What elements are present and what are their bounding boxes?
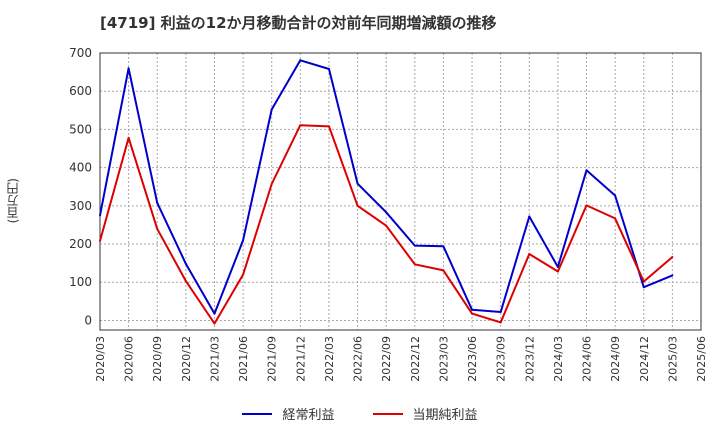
data-point-0-1 xyxy=(127,67,130,70)
x-tick-label: 2024/12 xyxy=(638,336,651,382)
data-point-1-3 xyxy=(184,280,187,283)
data-point-0-5 xyxy=(242,239,245,242)
series-lines xyxy=(99,59,674,325)
legend-item-ordinary-profit: 経常利益 xyxy=(242,404,335,423)
data-point-1-18 xyxy=(614,217,617,220)
y-tick-label: 200 xyxy=(69,237,92,251)
legend-swatch-net-income xyxy=(372,412,403,415)
data-point-1-13 xyxy=(471,312,474,315)
x-tick-label: 2020/12 xyxy=(180,336,193,382)
x-tick-label: 2025/03 xyxy=(666,336,679,382)
data-point-0-6 xyxy=(270,108,273,111)
data-point-0-0 xyxy=(99,214,101,217)
data-point-1-20 xyxy=(671,256,674,259)
data-point-1-11 xyxy=(413,263,416,266)
x-tick-label: 2024/03 xyxy=(552,336,565,382)
data-point-0-17 xyxy=(585,169,588,172)
data-point-0-13 xyxy=(471,308,474,311)
x-tick-label: 2022/12 xyxy=(409,336,422,382)
data-point-0-11 xyxy=(413,244,416,247)
x-tick-label: 2022/09 xyxy=(380,336,393,382)
x-tick-label: 2023/06 xyxy=(466,336,479,382)
data-point-1-5 xyxy=(242,273,245,276)
data-point-1-12 xyxy=(442,269,445,272)
data-point-0-4 xyxy=(213,312,216,315)
plot-frame xyxy=(99,52,702,331)
data-point-0-7 xyxy=(299,59,302,62)
y-tick-label: 300 xyxy=(69,199,92,213)
data-point-1-6 xyxy=(270,183,273,186)
data-point-0-2 xyxy=(156,201,159,204)
data-point-0-16 xyxy=(556,265,559,268)
data-point-1-19 xyxy=(642,280,645,283)
data-point-1-10 xyxy=(385,224,388,227)
data-point-1-2 xyxy=(156,227,159,230)
data-point-0-3 xyxy=(184,262,187,265)
data-point-0-12 xyxy=(442,245,445,248)
x-tick-label: 2021/12 xyxy=(294,336,307,382)
data-point-1-9 xyxy=(356,204,359,207)
x-tick-labels: 2020/03 2020/06 2020/09 2020/12 2021/03 2021/… xyxy=(94,336,708,382)
x-tick-label: 2021/03 xyxy=(208,336,221,382)
y-tick-label: 500 xyxy=(69,122,92,136)
data-point-1-8 xyxy=(327,125,330,128)
data-point-0-20 xyxy=(671,274,674,277)
data-point-0-10 xyxy=(385,211,388,214)
legend-item-net-income: 当期純利益 xyxy=(372,404,478,423)
data-point-1-15 xyxy=(528,252,531,255)
data-point-1-4 xyxy=(213,322,216,325)
x-tick-label: 2025/06 xyxy=(695,336,708,382)
x-tick-label: 2020/06 xyxy=(123,336,136,382)
x-tick-label: 2024/09 xyxy=(609,336,622,382)
x-tick-label: 2023/03 xyxy=(437,336,450,382)
x-tick-label: 2022/03 xyxy=(323,336,336,382)
legend-label-net-income: 当期純利益 xyxy=(412,408,478,423)
data-point-0-8 xyxy=(327,68,330,71)
legend-swatch-ordinary-profit xyxy=(242,412,273,415)
data-point-0-15 xyxy=(528,215,531,218)
data-point-0-14 xyxy=(499,311,502,314)
chart-title: [4719] 利益の12か月移動合計の対前年同期増減額の推移 xyxy=(100,14,497,32)
y-tick-labels: 0 100 200 300 400 500 600 700 xyxy=(69,46,92,327)
data-point-0-18 xyxy=(614,194,617,197)
x-tick-label: 2023/12 xyxy=(523,336,536,382)
data-point-1-16 xyxy=(556,270,559,273)
data-point-1-0 xyxy=(99,239,101,242)
data-point-1-7 xyxy=(299,124,302,127)
x-tick-label: 2024/06 xyxy=(581,336,594,382)
x-tick-label: 2021/09 xyxy=(266,336,279,382)
data-point-0-9 xyxy=(356,182,359,185)
legend-label-ordinary-profit: 経常利益 xyxy=(282,408,335,423)
data-point-0-19 xyxy=(642,286,645,289)
data-point-1-17 xyxy=(585,204,588,207)
data-point-1-1 xyxy=(127,136,130,139)
x-tick-label: 2020/03 xyxy=(94,336,107,382)
y-tick-label: 400 xyxy=(69,161,92,175)
x-tick-label: 2022/06 xyxy=(352,336,365,382)
data-point-1-14 xyxy=(499,321,502,324)
y-tick-label: 600 xyxy=(69,84,92,98)
y-tick-label: 0 xyxy=(84,313,92,327)
legend: 経常利益 当期純利益 xyxy=(0,404,720,423)
y-tick-label: 700 xyxy=(69,46,92,60)
y-tick-label: 100 xyxy=(69,275,92,289)
x-tick-label: 2020/09 xyxy=(151,336,164,382)
x-tick-label: 2021/06 xyxy=(237,336,250,382)
x-tick-label: 2023/09 xyxy=(495,336,508,382)
